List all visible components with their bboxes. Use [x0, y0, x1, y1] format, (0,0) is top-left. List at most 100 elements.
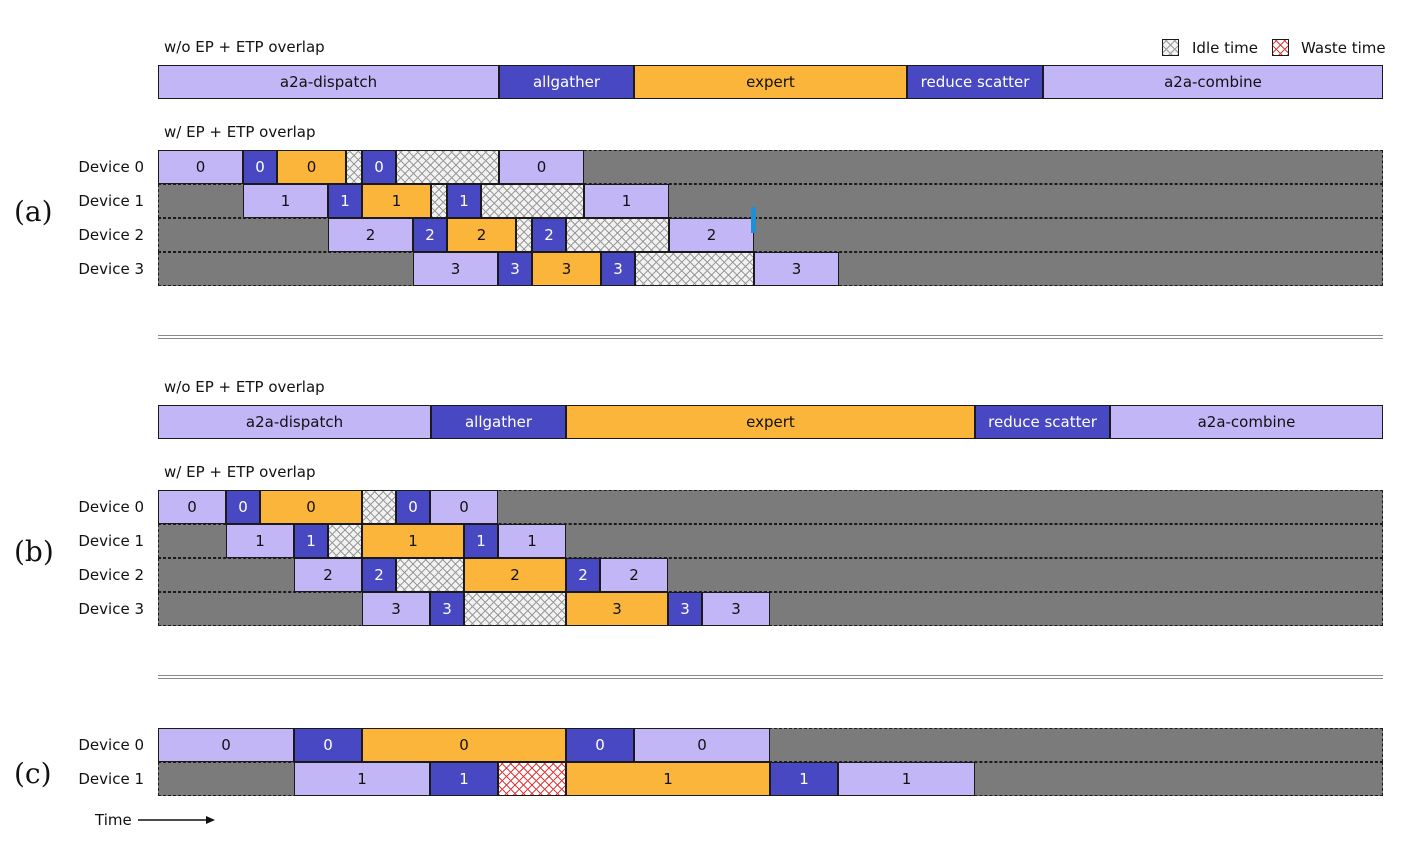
time-arrow-head	[206, 816, 215, 824]
device-block-scatter: 0	[362, 150, 396, 184]
sequential-block-expert: expert	[566, 405, 975, 439]
device-block-expert: 1	[362, 524, 464, 558]
device-label: Device 1	[78, 770, 144, 788]
device-block-expert: 3	[566, 592, 668, 626]
device-block-dispatch: 0	[158, 728, 294, 762]
panel-label: (b)	[14, 535, 54, 568]
sequential-block-gather: allgather	[431, 405, 566, 439]
device-block-idle	[464, 592, 566, 626]
device-block-dispatch: 1	[294, 762, 430, 796]
device-block-dispatch: 2	[328, 218, 413, 252]
sequential-title: w/o EP + ETP overlap	[164, 378, 325, 396]
sequential-block-expert: expert	[634, 65, 907, 99]
device-block-scatter: 3	[601, 252, 635, 286]
device-block-dispatch: 1	[226, 524, 294, 558]
device-timeline-background	[158, 592, 1383, 626]
device-block-idle	[566, 218, 669, 252]
device-block-gather: 0	[294, 728, 362, 762]
device-block-idle	[396, 150, 499, 184]
sequential-title: w/o EP + ETP overlap	[164, 38, 325, 56]
device-block-expert: 1	[362, 184, 431, 218]
device-block-gather: 0	[243, 150, 277, 184]
device-label: Device 2	[78, 566, 144, 584]
device-label: Device 1	[78, 192, 144, 210]
device-block-scatter: 1	[447, 184, 481, 218]
device-block-idle	[481, 184, 584, 218]
device-block-dispatch: 1	[243, 184, 328, 218]
device-block-combine: 0	[430, 490, 498, 524]
device-block-combine: 2	[669, 218, 754, 252]
sequential-block-combine: a2a-combine	[1043, 65, 1383, 99]
sequential-block-combine: a2a-combine	[1110, 405, 1383, 439]
sequential-block-gather: allgather	[499, 65, 634, 99]
device-block-dispatch: 0	[158, 490, 226, 524]
device-block-expert: 2	[447, 218, 516, 252]
device-block-gather: 0	[226, 490, 260, 524]
device-block-idle	[635, 252, 754, 286]
device-block-gather: 3	[430, 592, 464, 626]
device-label: Device 0	[78, 158, 144, 176]
panel-label: (a)	[14, 195, 53, 228]
device-block-idle	[431, 184, 447, 218]
device-block-combine: 1	[584, 184, 669, 218]
device-block-expert: 0	[277, 150, 346, 184]
device-label: Device 0	[78, 736, 144, 754]
device-label: Device 1	[78, 532, 144, 550]
device-block-scatter: 2	[532, 218, 566, 252]
device-block-scatter: 2	[566, 558, 600, 592]
device-block-gather: 1	[430, 762, 498, 796]
marker	[751, 207, 756, 233]
device-label: Device 3	[78, 600, 144, 618]
time-arrow	[138, 816, 215, 824]
device-label: Device 3	[78, 260, 144, 278]
device-block-scatter: 1	[770, 762, 838, 796]
sequential-block-dispatch: a2a-dispatch	[158, 405, 431, 439]
device-block-expert: 3	[532, 252, 601, 286]
device-label: Device 2	[78, 226, 144, 244]
device-block-combine: 0	[499, 150, 584, 184]
waste-legend-label: Waste time	[1301, 39, 1386, 57]
device-block-idle	[396, 558, 464, 592]
separator	[158, 675, 1383, 679]
time-axis-label: Time	[95, 811, 132, 829]
panel-label: (c)	[14, 757, 52, 790]
device-block-gather: 2	[362, 558, 396, 592]
device-block-dispatch: 3	[362, 592, 430, 626]
idle-legend-swatch	[1162, 39, 1179, 56]
device-block-combine: 1	[838, 762, 975, 796]
device-block-gather: 1	[328, 184, 362, 218]
sequential-block-scatter: reduce scatter	[975, 405, 1110, 439]
overlap-title: w/ EP + ETP overlap	[164, 463, 316, 481]
separator	[158, 335, 1383, 339]
device-block-scatter: 3	[668, 592, 702, 626]
device-block-gather: 1	[294, 524, 328, 558]
sequential-block-scatter: reduce scatter	[907, 65, 1043, 99]
device-block-expert: 0	[260, 490, 362, 524]
device-block-combine: 3	[702, 592, 770, 626]
device-block-expert: 1	[566, 762, 770, 796]
device-block-scatter: 0	[566, 728, 634, 762]
device-block-idle	[328, 524, 362, 558]
device-block-combine: 0	[634, 728, 770, 762]
waste-legend-swatch	[1272, 39, 1289, 56]
device-block-idle	[516, 218, 532, 252]
device-block-gather: 2	[413, 218, 447, 252]
sequential-block-dispatch: a2a-dispatch	[158, 65, 499, 99]
device-label: Device 0	[78, 498, 144, 516]
device-block-dispatch: 0	[158, 150, 243, 184]
device-block-combine: 2	[600, 558, 668, 592]
device-block-idle	[362, 490, 396, 524]
device-block-dispatch: 3	[413, 252, 498, 286]
device-block-expert: 2	[464, 558, 566, 592]
device-block-combine: 1	[498, 524, 566, 558]
device-block-dispatch: 2	[294, 558, 362, 592]
device-block-combine: 3	[754, 252, 839, 286]
idle-legend-label: Idle time	[1192, 39, 1258, 57]
device-block-scatter: 1	[464, 524, 498, 558]
device-block-gather: 3	[498, 252, 532, 286]
device-block-scatter: 0	[396, 490, 430, 524]
device-block-expert: 0	[362, 728, 566, 762]
overlap-title: w/ EP + ETP overlap	[164, 123, 316, 141]
device-block-waste	[498, 762, 566, 796]
